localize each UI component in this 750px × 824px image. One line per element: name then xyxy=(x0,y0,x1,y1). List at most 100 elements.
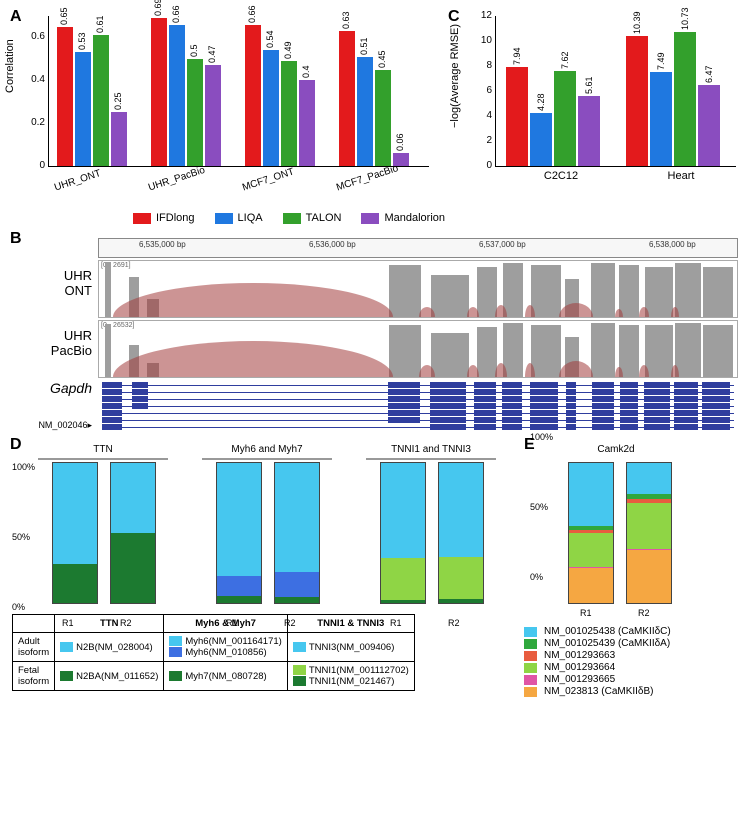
exon-block xyxy=(530,382,558,388)
exon-block xyxy=(474,424,496,430)
exon-block xyxy=(430,417,466,423)
exon-block xyxy=(502,396,522,402)
exon-block xyxy=(502,417,522,423)
panel-a-group: 0.630.510.450.06MCF7_PacBio xyxy=(339,16,429,166)
gene-isoform-track xyxy=(98,382,738,388)
stack-segment xyxy=(569,567,613,568)
panel-c-bar xyxy=(506,67,528,166)
panel-c-ytick: 6 xyxy=(476,85,492,96)
exon-block xyxy=(620,410,638,416)
exon-block xyxy=(530,403,558,409)
exon-block xyxy=(644,403,670,409)
exon-block xyxy=(674,417,698,423)
table-header: TTN xyxy=(55,615,164,633)
legend-item: NM_001293663 xyxy=(524,650,671,661)
exon-block xyxy=(102,410,122,416)
legend-item: LIQA xyxy=(215,212,263,224)
exon-block xyxy=(502,403,522,409)
exon-block xyxy=(530,410,558,416)
legend-item: TALON xyxy=(283,212,342,224)
exon-block xyxy=(644,410,670,416)
stack-segment xyxy=(627,499,671,503)
legend-text: NM_001025439 (CaMKIIδA) xyxy=(544,638,670,649)
stack-segment xyxy=(627,494,671,499)
table-cell: Myh6(NM_001164171)Myh6(NM_010856) xyxy=(164,633,287,662)
gene-isoform-track xyxy=(98,424,738,430)
coverage-bar xyxy=(477,267,497,317)
panel-d-subtitle: TNNI1 and TNNI3 xyxy=(366,444,496,455)
stack-segment xyxy=(627,463,671,494)
panel-a-bar-value: 0.49 xyxy=(283,41,293,59)
exon-block xyxy=(566,382,576,388)
panel-a-group: 0.660.540.490.4MCF7_ONT xyxy=(245,16,335,166)
exon-block xyxy=(474,396,496,402)
panel-c-ytick: 10 xyxy=(476,35,492,46)
ruler-tick: 6,535,000 bp xyxy=(139,240,186,249)
exon-block xyxy=(474,389,496,395)
panel-c-bar xyxy=(530,113,552,167)
exon-block xyxy=(674,424,698,430)
exon-block xyxy=(474,410,496,416)
panel-c-xlabel: Heart xyxy=(646,170,716,182)
stacked-bar xyxy=(626,462,672,604)
stack-segment xyxy=(569,463,613,526)
coverage-bar xyxy=(703,325,733,377)
exon-block xyxy=(620,403,638,409)
exon-block xyxy=(702,403,730,409)
panel-a-bar xyxy=(169,25,185,166)
exon-block xyxy=(430,382,466,388)
exon-block xyxy=(430,410,466,416)
exon-block xyxy=(592,410,614,416)
exon-block xyxy=(530,389,558,395)
table-swatch xyxy=(169,636,182,646)
splice-arc xyxy=(113,341,393,377)
panel-a-xlabel: MCF7_ONT xyxy=(241,166,296,193)
panel-a-group: 0.650.530.610.25UHR_ONT xyxy=(57,16,147,166)
table-row: AdultisoformN2B(NM_028004)Myh6(NM_001164… xyxy=(13,633,415,662)
exon-block xyxy=(592,403,614,409)
panel-c-ytick: 2 xyxy=(476,135,492,146)
legend-item: NM_001025439 (CaMKIIδA) xyxy=(524,638,671,649)
panel-a-ytick: 0 xyxy=(27,160,45,171)
exon-block xyxy=(388,410,420,416)
legend-item: NM_001293664 xyxy=(524,662,671,673)
panel-a-bar xyxy=(205,65,221,166)
panel-a-bar-value: 0.61 xyxy=(95,16,105,34)
panel-d-sub: Myh6 and Myh7R1R2 xyxy=(202,444,332,614)
gene-isoform-track xyxy=(98,389,738,395)
stack-segment xyxy=(217,463,261,576)
panel-c-bar-value: 10.73 xyxy=(680,7,690,30)
panel-d-ytick: 100% xyxy=(12,462,35,472)
exon-block xyxy=(620,417,638,423)
panel-a-bar xyxy=(75,52,91,166)
gene-name-label: Gapdh xyxy=(8,380,92,396)
exon-block xyxy=(566,417,576,423)
exon-block xyxy=(566,396,576,402)
panel-d-subtitle: Myh6 and Myh7 xyxy=(202,444,332,455)
table-header: TNNI1 & TNNI3 xyxy=(287,615,414,633)
exon-block xyxy=(620,396,638,402)
legend-swatch xyxy=(524,663,537,673)
coverage-bar xyxy=(389,265,421,317)
exon-block xyxy=(474,403,496,409)
panel-c-ytick: 12 xyxy=(476,10,492,21)
panel-c-chart: 0246810127.944.287.625.61C2C1210.397.491… xyxy=(495,16,736,167)
stack-segment xyxy=(111,533,155,603)
exon-block xyxy=(102,389,122,395)
exon-block xyxy=(102,417,122,423)
panel-c-bar xyxy=(578,96,600,166)
legend-swatch xyxy=(524,639,537,649)
panel-a-bar xyxy=(151,18,167,166)
stack-segment xyxy=(275,572,319,597)
splice-arc xyxy=(113,283,393,317)
exon-block xyxy=(644,396,670,402)
exon-block xyxy=(644,382,670,388)
stack-segment xyxy=(439,557,483,599)
panel-e-title: Camk2d xyxy=(556,444,676,455)
panel-a-bar xyxy=(299,80,315,166)
coverage-track: [0 - 2691] xyxy=(98,260,738,318)
table-entry-text: TNNI1(NM_021467) xyxy=(309,676,395,687)
stack-segment xyxy=(569,526,613,530)
table-header: Myh6 & Myh7 xyxy=(164,615,287,633)
exon-block xyxy=(132,396,148,402)
